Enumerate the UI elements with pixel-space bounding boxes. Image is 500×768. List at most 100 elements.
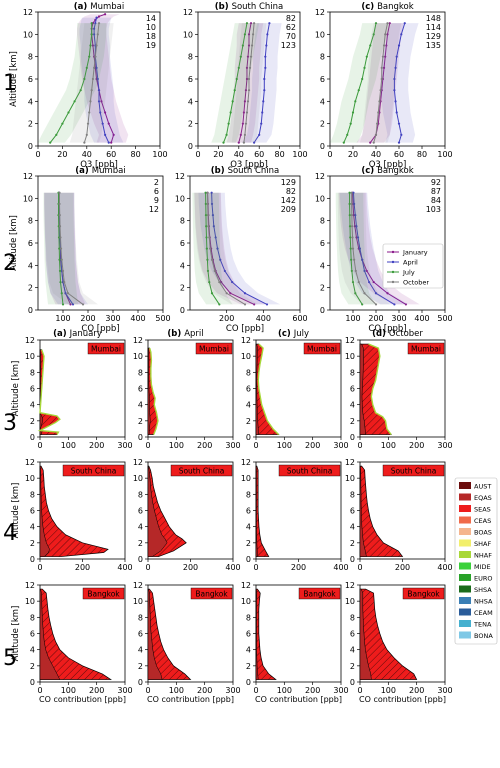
co-envelope-january bbox=[194, 192, 268, 305]
contrib-0-1-ytick-label: 6 bbox=[138, 385, 143, 394]
o3-count-january: 82 bbox=[286, 14, 296, 23]
contrib-1-0-ytick-label: 4 bbox=[30, 523, 35, 532]
co-point-april bbox=[368, 280, 371, 284]
o3-point-january bbox=[369, 141, 372, 144]
o3-envelope-january bbox=[356, 23, 404, 143]
o3-point-july bbox=[245, 22, 249, 25]
co-point-april bbox=[216, 247, 219, 250]
o3-panel-1-ytick-label: 0 bbox=[188, 142, 193, 151]
o3-panel-2-ytick-label: 4 bbox=[320, 97, 325, 106]
o3-count-april: 62 bbox=[286, 23, 296, 32]
contrib-0-0-ytick-label: 8 bbox=[30, 368, 35, 377]
o3-series-january bbox=[369, 23, 391, 143]
co-point-april bbox=[354, 213, 357, 217]
contrib-xlabel: CO contribution [ppb] bbox=[39, 695, 126, 704]
o3-point-january bbox=[91, 44, 94, 47]
o3-point-october bbox=[249, 55, 253, 58]
o3-series-october bbox=[373, 23, 388, 143]
co-count-july: 9 bbox=[154, 196, 159, 205]
co-point-january bbox=[352, 213, 355, 217]
contrib-area-hatch bbox=[40, 466, 108, 557]
contrib-1-0-ytick-label: 0 bbox=[30, 555, 35, 564]
co-point-july bbox=[354, 292, 357, 295]
source-region-legend: AUST EQAS SEAS CEAS BOAS SHAF NHAF MIDE EURO SHSA… bbox=[454, 477, 498, 645]
o3-count-october: 19 bbox=[146, 41, 156, 50]
contrib-area-hatch bbox=[256, 589, 276, 680]
co-point-april bbox=[71, 303, 75, 306]
contrib-0-0-xtick-label: 100 bbox=[61, 441, 76, 450]
contrib-1-1-xtick-label: 0 bbox=[145, 563, 150, 572]
co-point-october bbox=[206, 202, 209, 206]
region-label-shsa: SHSA bbox=[474, 586, 492, 594]
co-panel-1-ytick-label: 0 bbox=[180, 306, 185, 315]
contrib-xlabel: CO contribution [ppb] bbox=[255, 695, 342, 704]
o3-point-october bbox=[86, 122, 90, 125]
region-label-eqas: EQAS bbox=[474, 494, 492, 502]
contrib-2-2-ytick-label: 6 bbox=[246, 630, 251, 639]
contrib-region-tag bbox=[407, 342, 445, 355]
o3-point-january bbox=[104, 13, 107, 16]
co-panel-0-xtick-label: 400 bbox=[130, 314, 145, 323]
o3-point-january bbox=[384, 55, 387, 58]
region-label-mide: MIDE bbox=[474, 563, 491, 571]
co-panel-1-ytick-label: 8 bbox=[180, 217, 185, 226]
co-point-july bbox=[205, 236, 208, 239]
o3-count-july: 18 bbox=[146, 32, 156, 41]
o3-point-april bbox=[261, 111, 264, 114]
co-panel-0-ytick-label: 4 bbox=[28, 261, 33, 270]
column-letter: (c) bbox=[278, 329, 294, 339]
o3-panel-1-xtick-label: 60 bbox=[254, 150, 264, 159]
contrib-1-3-xtick-label: 0 bbox=[357, 563, 362, 572]
co-point-april bbox=[210, 202, 214, 206]
contrib-column-title-april: (b) April bbox=[167, 329, 203, 339]
row-labels: 1 2 3 4 5 bbox=[3, 71, 17, 671]
o3-xlabel: O3 [ppb] bbox=[80, 160, 118, 170]
o3-point-april bbox=[104, 133, 107, 136]
o3-panel-0-ytick-label: 10 bbox=[23, 30, 33, 39]
region-swatch-shsa bbox=[459, 585, 471, 593]
contrib-2-3-xtick-label: 200 bbox=[409, 686, 424, 695]
o3-point-july bbox=[61, 122, 64, 125]
co-panel-1-ytick-label: 4 bbox=[180, 261, 185, 270]
co-point-october bbox=[207, 225, 210, 228]
o3-panel-0-ytick-label: 2 bbox=[28, 120, 33, 129]
o3-panel-2-xtick-label: 80 bbox=[417, 150, 427, 159]
o3-panel-2-xtick-label: 40 bbox=[371, 150, 381, 159]
contrib-region-label: South China bbox=[71, 467, 117, 476]
co-point-january bbox=[229, 292, 232, 295]
co-panel-2-ytick-label: 12 bbox=[315, 172, 325, 181]
o3-point-october bbox=[248, 66, 252, 69]
contrib-ylabel: Altitude [km] bbox=[11, 483, 21, 539]
region-swatch-boas bbox=[459, 528, 471, 535]
contrib-area-hatch bbox=[360, 344, 392, 435]
co-point-january bbox=[386, 292, 389, 295]
region-label-ceas: CEAS bbox=[474, 517, 491, 525]
co-point-july bbox=[58, 258, 61, 261]
column-letter: (d) bbox=[372, 329, 389, 339]
co-panel-2-ytick-label: 8 bbox=[320, 217, 325, 226]
contrib-0-1-ytick-label: 10 bbox=[133, 352, 143, 361]
co-panel-0-ytick-label: 10 bbox=[23, 194, 33, 203]
contrib-0-3-xtick-label: 100 bbox=[381, 441, 396, 450]
co-contribution-panels: (a) January (b) April (c) July (d) October 0… bbox=[11, 329, 453, 704]
contrib-1-3-ytick-label: 2 bbox=[350, 539, 355, 548]
o3-panel-0-ytick-label: 0 bbox=[28, 142, 33, 151]
co-legend-label-january: January bbox=[402, 249, 428, 257]
o3-point-july bbox=[88, 55, 91, 58]
contrib-2-3-ytick-label: 4 bbox=[350, 646, 355, 655]
contrib-2-0-xtick-label: 0 bbox=[37, 686, 42, 695]
o3-point-april bbox=[397, 141, 401, 144]
o3-point-october bbox=[374, 133, 378, 136]
contrib-2-3-ytick-label: 2 bbox=[350, 662, 355, 671]
contrib-0-0-xtick-label: 200 bbox=[89, 441, 104, 450]
o3-point-april bbox=[393, 89, 396, 92]
region-label-nhsa: NHSA bbox=[474, 598, 493, 606]
co-point-october bbox=[351, 236, 354, 239]
contrib-region-label: South China bbox=[287, 467, 333, 476]
contrib-2-0-ytick-label: 6 bbox=[30, 630, 35, 639]
contrib-1-2-frame bbox=[255, 461, 342, 560]
region-swatch-eqas bbox=[459, 493, 471, 501]
o3-point-october bbox=[376, 122, 379, 125]
contrib-region-tag bbox=[303, 342, 341, 355]
